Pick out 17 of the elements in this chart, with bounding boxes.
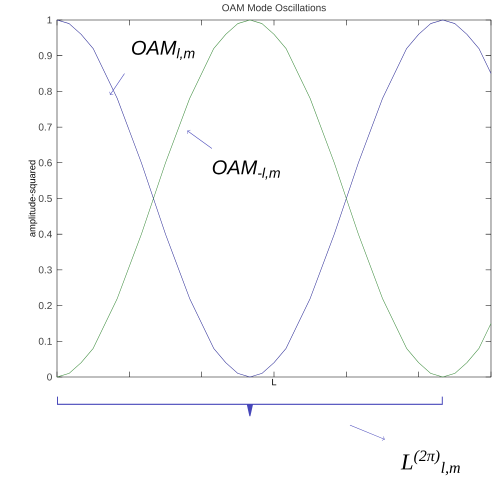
y-tick-label: 0.4 — [38, 230, 52, 238]
y-tick-label: 0.6 — [38, 159, 52, 166]
y-tick-label: 0.3 — [38, 266, 52, 274]
annotation: OAM$_{l,m}$ — [132, 40, 194, 60]
y-tick-label: 0.5 — [38, 194, 52, 202]
y-tick-label: 1 — [47, 16, 52, 24]
y-axis-title: amplitude-squared — [28, 160, 38, 237]
y-tick-label: 0.2 — [38, 302, 52, 310]
y-tick-label: 0.9 — [38, 52, 52, 60]
y-tick-label: 0.7 — [38, 124, 52, 131]
x-axis-title: L — [272, 378, 276, 386]
annotation: OAM$_{-l,m}$ — [212, 160, 280, 180]
text: L$^{(2π)}$l,m — [400, 450, 460, 476]
y-tick-label: 0 — [47, 373, 52, 381]
y-tick-label: 0.1 — [38, 338, 52, 345]
chart-title: OAM Mode Oscillations — [222, 4, 326, 12]
y-tick-label: 0.8 — [38, 88, 52, 95]
